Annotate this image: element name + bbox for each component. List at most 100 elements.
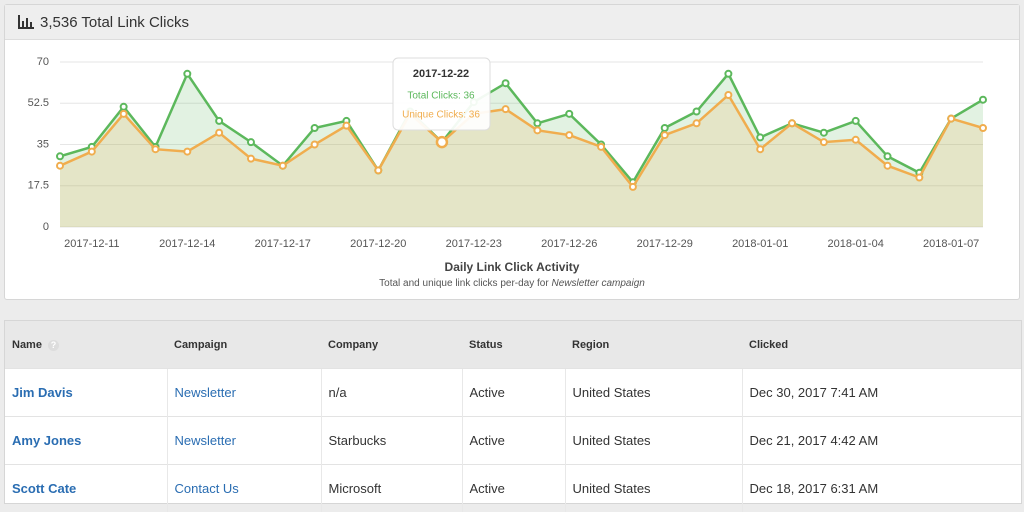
- data-point: [757, 146, 763, 152]
- data-point: [662, 125, 668, 131]
- column-header: Campaign: [167, 321, 321, 369]
- cell-text: n/a: [329, 385, 347, 400]
- cell-text: Dec 21, 2017 4:42 AM: [750, 433, 879, 448]
- data-point: [216, 118, 222, 124]
- data-point: [216, 130, 222, 136]
- data-point: [916, 175, 922, 181]
- data-point: [566, 111, 572, 117]
- x-tick-label: 2017-12-14: [159, 238, 215, 250]
- chart-title: Daily Link Click Activity: [445, 260, 580, 274]
- cell-link[interactable]: Amy Jones: [12, 433, 81, 448]
- data-point: [312, 125, 318, 131]
- table-cell: Jim Davis: [5, 369, 167, 417]
- column-header: Status: [462, 321, 565, 369]
- table-cell: Newsletter: [167, 417, 321, 465]
- chart: Daily Link Click Activity Total and uniq…: [0, 0, 1024, 300]
- subtitle-text: Total and unique link clicks per-day for: [379, 278, 549, 289]
- cell-text: United States: [573, 385, 651, 400]
- cell-link[interactable]: Contact Us: [175, 481, 239, 496]
- table-cell: United States: [565, 417, 742, 465]
- chart-subtitle: Total and unique link clicks per-day for…: [379, 278, 645, 289]
- column-label: Region: [572, 339, 609, 351]
- column-header: Company: [321, 321, 462, 369]
- table-cell: Newsletter: [167, 369, 321, 417]
- x-tick-label: 2017-12-11: [64, 238, 119, 250]
- data-point: [598, 144, 604, 150]
- data-point: [280, 163, 286, 169]
- column-label: Campaign: [174, 339, 227, 351]
- data-point: [375, 167, 381, 173]
- cell-text: Dec 18, 2017 6:31 AM: [750, 481, 879, 496]
- data-point: [694, 109, 700, 115]
- table-row: Amy Jones Newsletter Starbucks Active United…: [5, 417, 1021, 465]
- help-icon: ?: [48, 340, 59, 351]
- cell-link[interactable]: Jim Davis: [12, 385, 73, 400]
- data-point: [662, 132, 668, 138]
- tooltip-line: Total Clicks: 36: [407, 91, 475, 102]
- cell-link[interactable]: Newsletter: [175, 385, 236, 400]
- data-point: [343, 123, 349, 129]
- x-tick-label: 2017-12-20: [350, 238, 406, 250]
- column-header: Name?: [5, 321, 167, 369]
- cell-text: Active: [470, 433, 505, 448]
- column-label: Name: [12, 339, 42, 351]
- data-point: [885, 153, 891, 159]
- data-point: [853, 118, 859, 124]
- x-tick-label: 2017-12-23: [446, 238, 502, 250]
- x-tick-label: 2017-12-26: [541, 238, 597, 250]
- data-point: [725, 92, 731, 98]
- y-tick-label: 17.5: [28, 180, 49, 192]
- x-tick-label: 2017-12-17: [255, 238, 311, 250]
- data-point: [980, 97, 986, 103]
- table-body: Jim Davis Newsletter n/a Active United State…: [5, 369, 1021, 512]
- data-point: [89, 149, 95, 155]
- cell-text: Microsoft: [329, 481, 382, 496]
- data-point: [57, 163, 63, 169]
- data-point: [853, 137, 859, 143]
- data-point: [566, 132, 572, 138]
- table-cell: Starbucks: [321, 417, 462, 465]
- cell-text: Dec 30, 2017 7:41 AM: [750, 385, 879, 400]
- cell-link[interactable]: Scott Cate: [12, 481, 76, 496]
- column-header: Clicked: [742, 321, 1021, 369]
- column-label: Clicked: [749, 339, 788, 351]
- table-cell: Active: [462, 417, 565, 465]
- tooltip-title: 2017-12-22: [413, 68, 469, 80]
- x-tick-label: 2018-01-04: [828, 238, 884, 250]
- data-point: [694, 120, 700, 126]
- column-header: Region: [565, 321, 742, 369]
- data-point: [184, 149, 190, 155]
- tooltip-line: Unique Clicks: 36: [402, 110, 480, 121]
- x-tick-label: 2018-01-07: [923, 238, 979, 250]
- data-point: [503, 106, 509, 112]
- data-point: [152, 146, 158, 152]
- data-point: [534, 120, 540, 126]
- x-tick-label: 2018-01-01: [732, 238, 788, 250]
- data-point: [503, 80, 509, 86]
- y-tick-label: 0: [43, 221, 49, 233]
- data-point: [789, 120, 795, 126]
- data-point: [248, 139, 254, 145]
- data-point: [121, 111, 127, 117]
- cell-text: United States: [573, 433, 651, 448]
- data-point: [757, 134, 763, 140]
- y-tick-label: 70: [37, 56, 49, 68]
- data-point: [821, 130, 827, 136]
- data-point: [821, 139, 827, 145]
- data-point: [184, 71, 190, 77]
- data-point: [948, 116, 954, 122]
- subtitle-campaign: Newsletter campaign: [551, 278, 645, 289]
- data-point: [312, 142, 318, 148]
- table-cell: n/a: [321, 369, 462, 417]
- cell-link[interactable]: Newsletter: [175, 433, 236, 448]
- data-point: [885, 163, 891, 169]
- table-cell: Dec 21, 2017 4:42 AM: [742, 417, 1021, 465]
- x-tick-label: 2017-12-29: [637, 238, 693, 250]
- cell-text: Active: [470, 481, 505, 496]
- hover-point: [437, 137, 447, 147]
